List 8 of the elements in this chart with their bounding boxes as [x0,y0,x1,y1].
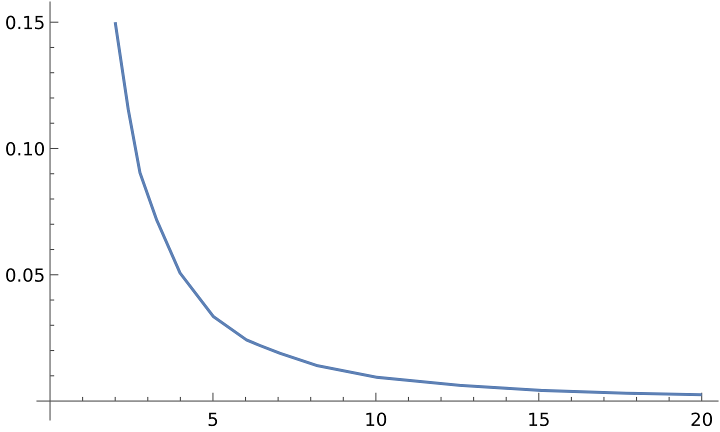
y-tick-label: 0.10 [6,142,44,156]
x-tick-label: 15 [529,412,549,426]
line-series [114,20,704,396]
y-tick-label: 0.05 [6,268,44,282]
x-tick-label: 5 [208,412,218,426]
x-tick-label: 10 [366,412,386,426]
y-tick-label: 0.15 [6,16,44,30]
x-tick-label: 20 [692,412,712,426]
